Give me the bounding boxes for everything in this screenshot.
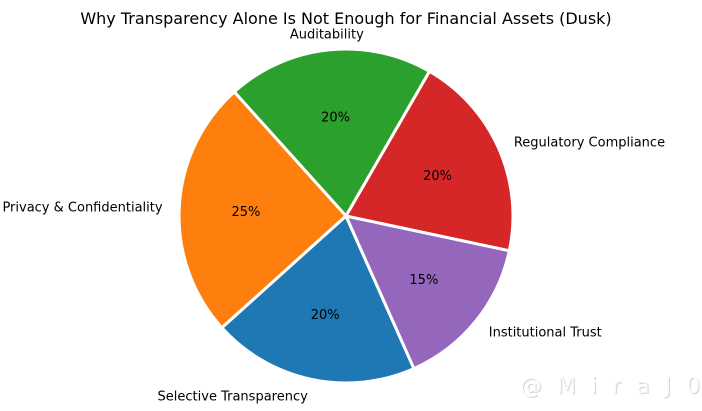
pie-category-label: Auditability <box>290 27 364 42</box>
chart-title: Why Transparency Alone Is Not Enough for… <box>80 9 611 28</box>
pie-slices <box>177 47 515 385</box>
watermark-text-shadow: @ M i r a J 07 <box>521 375 702 400</box>
pie-category-label: Selective Transparency <box>158 390 309 405</box>
pie-slice-auditability <box>232 47 431 218</box>
pie-category-label: Institutional Trust <box>489 326 602 341</box>
pie-slice-regulatory-compliance <box>344 69 515 253</box>
pie-percent-label: 20% <box>311 308 340 323</box>
pie-slice-selective-transparency <box>220 214 416 385</box>
pie-percent-label: 20% <box>423 169 452 184</box>
pie-percent-label: 20% <box>321 110 350 125</box>
pie-category-label: Regulatory Compliance <box>514 135 665 150</box>
pie-percent-label: 25% <box>231 205 260 220</box>
pie-percent-label: 15% <box>409 273 438 288</box>
watermark: @ M i r a J 07 @ M i r a J 07 <box>520 374 702 400</box>
pie-category-label: Privacy & Confidentiality <box>2 200 162 215</box>
pie-slice-privacy-confidentiality <box>177 90 348 330</box>
pie-labels: 20% Auditability 25% Privacy & Confidential… <box>2 27 665 404</box>
watermark-text: @ M i r a J 07 <box>520 374 702 399</box>
pie-slice-institutional-trust <box>344 214 511 371</box>
